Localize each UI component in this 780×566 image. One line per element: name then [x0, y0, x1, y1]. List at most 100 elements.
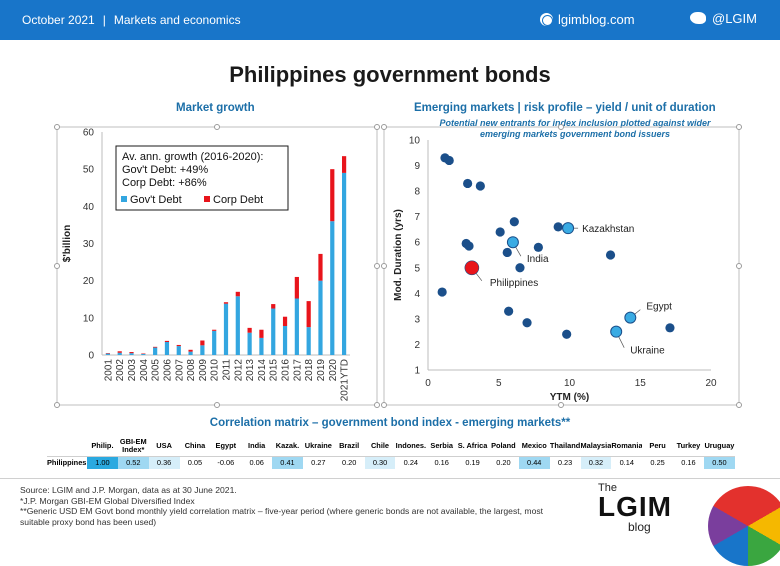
correlation-cell: 0.16 [673, 455, 704, 469]
bar-y-tick-label: 60 [83, 128, 95, 139]
bar-chart-title: Market growth [176, 102, 255, 114]
bar-corp-debt [141, 353, 146, 355]
bar-govt-debt [282, 326, 288, 355]
scatter-point [562, 329, 572, 339]
bar-govt-debt [341, 172, 347, 355]
scatter-note-line-2: emerging markets government bond issuers [479, 129, 671, 139]
correlation-cell: 0.24 [395, 455, 427, 469]
bar-govt-debt [129, 353, 134, 355]
bar-corp-debt [247, 327, 252, 333]
scatter-chart-title: Emerging markets | risk profile – yield … [414, 102, 716, 114]
bar-govt-debt [247, 332, 252, 355]
correlation-cell: 0.27 [302, 455, 334, 469]
date-label: October 2021 [22, 13, 95, 27]
bar-x-tick-label: 2018 [304, 359, 315, 382]
frame-handle-icon [381, 402, 387, 408]
source-line: Source: LGIM and J.P. Morgan, data as at… [20, 485, 237, 495]
bar-govt-debt [212, 330, 217, 355]
bar-govt-debt [294, 298, 299, 355]
correlation-col-header: Brazil [339, 440, 360, 450]
bar-corp-debt [212, 329, 217, 331]
scatter-point-philippines [464, 260, 480, 276]
logo-lgim: LGIM [598, 491, 672, 522]
bar-y-tick-label: 40 [83, 202, 95, 213]
bar-corp-debt [117, 351, 122, 353]
correlation-col-header: Peru [649, 440, 666, 450]
frame-handle-icon [381, 124, 387, 130]
scatter-y-tick-label: 3 [414, 314, 420, 325]
correlation-col-header: Romania [611, 440, 643, 450]
scatter-point [495, 227, 505, 237]
bar-govt-debt [318, 280, 323, 355]
bar-x-tick-label: 2010 [210, 359, 221, 382]
bar-corp-debt [271, 304, 276, 309]
correlation-cell: 0.16 [426, 455, 458, 469]
umbrella-logo-icon [708, 486, 780, 566]
correlation-cell: 0.20 [487, 455, 519, 469]
correlation-col-header: Malaysia [580, 440, 612, 450]
site-link[interactable]: lgimblog.com [540, 12, 635, 27]
correlation-row-label: Philippines [47, 455, 87, 469]
scatter-y-tick-label: 9 [414, 161, 420, 172]
bar-corp-debt [164, 340, 170, 342]
scatter-y-tick-label: 8 [414, 187, 420, 198]
scatter-point [502, 247, 512, 258]
correlation-table: Philip. GBI-EM Index* USA China Egypt India Ka… [47, 436, 735, 469]
page-title: Philippines government bonds [229, 62, 551, 87]
legend-corp-debt-swatch [204, 196, 210, 202]
bar-corp-debt [306, 301, 311, 328]
scatter-label-ukraine: Ukraine [630, 346, 665, 357]
frame-handle-icon [558, 124, 564, 130]
scatter-point [522, 318, 532, 328]
scatter-point [509, 217, 519, 227]
source-notes: Source: LGIM and J.P. Morgan, data as at… [20, 485, 590, 527]
scatter-chart-frame [383, 126, 740, 406]
bar-annotation-line: Gov't Debt: +49% [122, 164, 208, 176]
correlation-col-header: Thailand [549, 440, 581, 450]
bar-corp-debt [200, 340, 205, 346]
bar-x-tick-label: 2002 [115, 359, 126, 382]
scatter-point [475, 181, 485, 191]
legend-govt-debt-swatch [121, 196, 127, 202]
correlation-cell: 0.05 [179, 455, 211, 469]
correlation-col-header: S. Africa [457, 440, 488, 450]
correlation-col-header: Uruguay [704, 440, 735, 450]
frame-handle-icon [214, 402, 220, 408]
bar-x-tick-label: 2016 [281, 359, 292, 382]
correlation-cell: 0.30 [364, 455, 396, 469]
bar-y-tick-label: 0 [88, 351, 94, 362]
scatter-chart-note: Potential new entrants for index inclusi… [420, 118, 730, 140]
correlation-col-header: China [184, 440, 206, 450]
footer: Source: LGIM and J.P. Morgan, data as at… [0, 478, 780, 540]
correlation-corner [47, 436, 87, 456]
bar-govt-debt [164, 341, 170, 355]
frame-handle-icon [54, 263, 60, 269]
frame-handle-icon [54, 124, 60, 130]
bar-corp-debt [223, 302, 229, 304]
bar-corp-debt [259, 329, 264, 338]
frame-handle-icon [736, 124, 742, 130]
frame-handle-icon [214, 124, 220, 130]
scatter-label-india: India [527, 254, 549, 265]
scatter-point-india [506, 236, 519, 249]
bar-y-tick-label: 10 [83, 313, 95, 324]
bar-corp-debt [176, 344, 181, 347]
bar-govt-debt [235, 296, 240, 355]
correlation-cell: 0.14 [611, 455, 643, 469]
scatter-point [665, 323, 675, 333]
bar-x-tick-label: 2003 [127, 359, 138, 382]
bar-x-tick-label: 2019 [316, 359, 327, 382]
bar-govt-debt [271, 308, 276, 355]
bar-govt-debt [223, 303, 229, 355]
scatter-point [515, 263, 525, 273]
correlation-cell: 0.32 [580, 455, 612, 469]
scatter-y-tick-label: 10 [409, 136, 421, 147]
section-link[interactable]: Markets and economics [113, 13, 241, 27]
correlation-title: Correlation matrix – government bond ind… [209, 417, 571, 429]
scatter-y-tick-label: 2 [414, 340, 420, 351]
frame-handle-icon [374, 124, 380, 130]
scatter-point [463, 178, 473, 189]
scatter-y-tick-label: 7 [414, 212, 420, 223]
twitter-link[interactable]: @LGIM [690, 11, 757, 26]
